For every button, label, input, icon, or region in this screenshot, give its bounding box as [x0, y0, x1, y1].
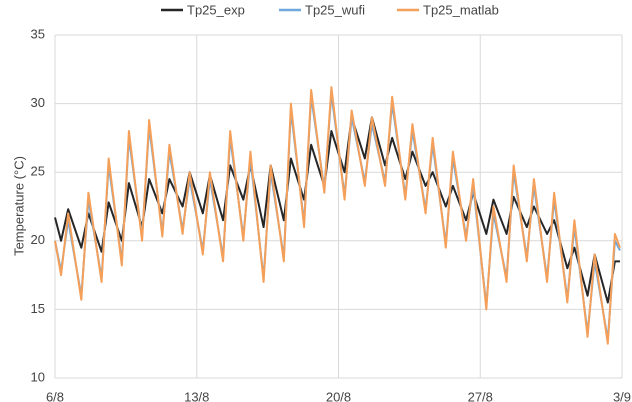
- y-axis-label: Temperature (°C): [11, 156, 26, 256]
- legend-label: Tp25_exp: [187, 2, 245, 17]
- x-tick-label: 27/8: [468, 389, 493, 402]
- x-tick-label: 20/8: [326, 389, 351, 402]
- line-series: [54, 86, 621, 345]
- y-tick-label: 30: [31, 95, 45, 110]
- x-tick-label: 13/8: [184, 389, 209, 402]
- legend-label: Tp25_matlab: [423, 2, 499, 17]
- x-tick-label: 3/9: [613, 389, 631, 402]
- y-tick-label: 15: [31, 301, 45, 316]
- y-tick-label: 10: [31, 369, 45, 384]
- y-tick-label: 35: [31, 26, 45, 41]
- y-tick-label: 25: [31, 164, 45, 179]
- y-tick-label: 20: [31, 232, 45, 247]
- x-tick-label: 6/8: [46, 389, 64, 402]
- legend-label: Tp25_wufi: [305, 2, 365, 17]
